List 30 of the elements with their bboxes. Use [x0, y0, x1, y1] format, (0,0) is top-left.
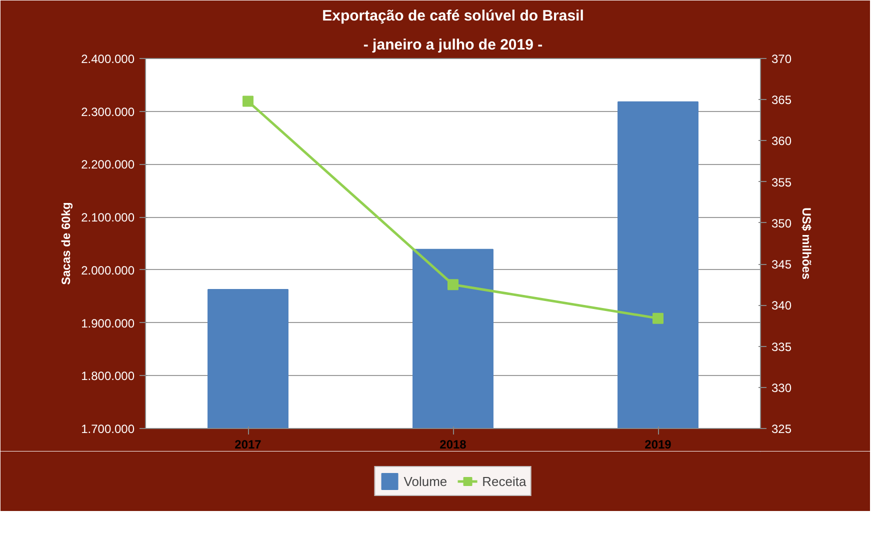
legend-label: Volume — [404, 474, 448, 488]
x-tick-label: 2017 — [234, 438, 262, 452]
point — [448, 279, 458, 290]
y-tick-label: 1.800.000 — [81, 369, 135, 384]
y2-tick-label: 335 — [772, 340, 792, 354]
y-tick-label: 1.700.000 — [81, 422, 135, 436]
y-axis-title: Sacas de 60kg — [59, 202, 74, 285]
y-tick-label: 2.100.000 — [81, 210, 135, 225]
y2-tick-label: 365 — [772, 93, 792, 108]
y-tick-label: 2.300.000 — [81, 104, 135, 119]
y2-tick-label: 370 — [772, 52, 792, 66]
x-tick-label: 2018 — [440, 438, 467, 452]
y2-tick-label: 340 — [772, 298, 792, 313]
y2-tick-label: 325 — [772, 422, 792, 436]
point — [242, 96, 254, 107]
y2-tick-label: 345 — [772, 258, 792, 272]
legend-label: Receita — [482, 474, 526, 488]
x-tick-label: 2019 — [644, 438, 672, 452]
y2-axis-title: US$ milhões — [800, 207, 814, 280]
chart-title: Exportação de café solúvel do Brasil — [322, 8, 584, 24]
y-tick-label: 2.000.000 — [81, 263, 135, 278]
y-tick-label: 2.200.000 — [81, 158, 135, 172]
y-tick-label: 1.900.000 — [81, 316, 135, 330]
y-tick-label: 2.400.000 — [81, 52, 135, 66]
y2-tick-label: 360 — [772, 134, 792, 148]
y2-tick-label: 355 — [772, 175, 792, 190]
point — [652, 312, 664, 324]
chart-subtitle: - janeiro a julho de 2019 - — [363, 36, 543, 54]
y2-tick-label: 350 — [772, 216, 792, 230]
y2-tick-label: 330 — [772, 380, 792, 395]
